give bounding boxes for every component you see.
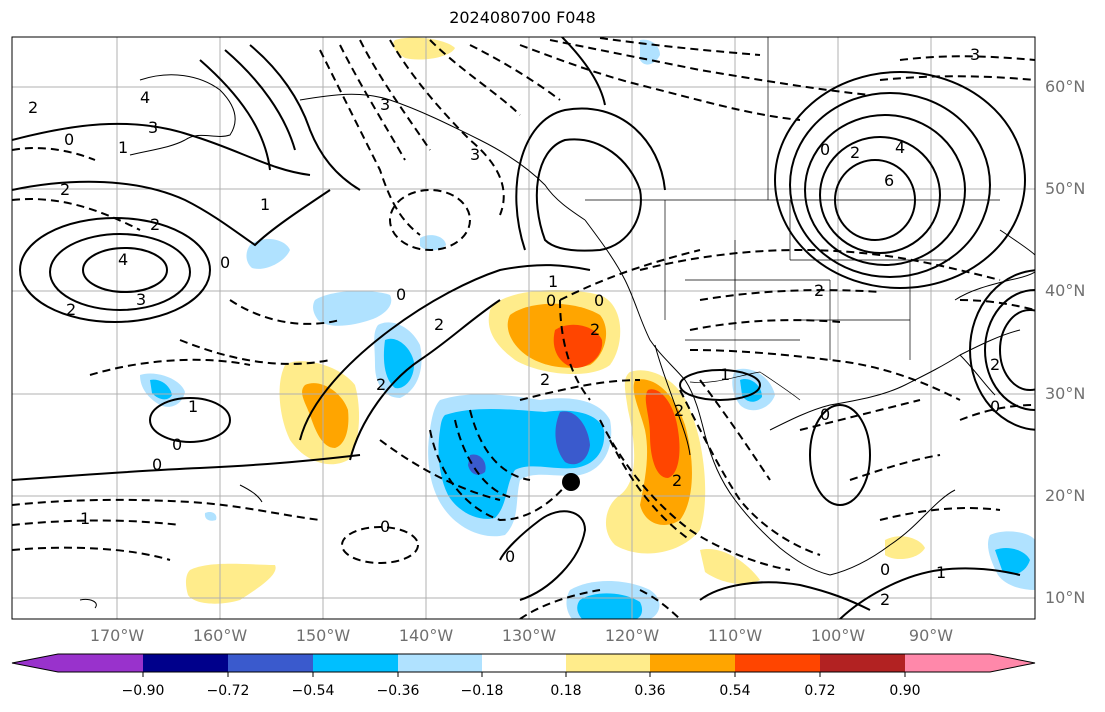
colorbar-tick-label: 0.18	[550, 683, 582, 699]
colorbar-segment	[58, 654, 143, 672]
colorbar-segment	[735, 654, 820, 672]
lon-label: 140°W	[398, 626, 454, 645]
lat-label: 60°N	[1045, 77, 1086, 96]
colorbar-tick-label: 0.90	[889, 683, 921, 699]
lat-label: 40°N	[1045, 281, 1086, 300]
lat-label: 10°N	[1045, 588, 1086, 607]
colorbar-tick-label: 0.36	[634, 683, 666, 699]
contour-label: 2	[990, 355, 1000, 374]
contour-label: 4	[895, 138, 905, 157]
lon-label: 160°W	[192, 626, 248, 645]
lat-label: 20°N	[1045, 486, 1086, 505]
contour-label: 1	[260, 195, 270, 214]
contour-label: 0	[820, 405, 830, 424]
contour-label: 0	[380, 517, 390, 536]
contour-label: 2	[674, 401, 684, 420]
contour-label: 4	[118, 250, 128, 269]
colorbar-tick-label: 0.54	[719, 683, 751, 699]
lon-label: 90°W	[908, 626, 954, 645]
contour-label: 3	[470, 145, 480, 164]
contour-label: 6	[884, 171, 894, 190]
contour-label: 0	[220, 253, 230, 272]
contour-label: 2	[850, 143, 860, 162]
lon-label: 120°W	[604, 626, 660, 645]
lon-label: 130°W	[501, 626, 557, 645]
colorbar-tick-label: −0.36	[376, 683, 420, 699]
contour-label: 3	[136, 290, 146, 309]
colorbar-segment	[820, 654, 905, 672]
contour-label: 0	[505, 547, 515, 566]
contour-label: 2	[28, 98, 38, 117]
colorbar-tick-label: −0.90	[121, 683, 165, 699]
contour-label: 2	[880, 590, 890, 609]
contour-label: 1	[80, 509, 90, 528]
colorbar-segment	[12, 654, 58, 672]
contour-label: 1	[548, 272, 558, 291]
contour-label: 0	[880, 560, 890, 579]
contour-label: 3	[148, 118, 158, 137]
contour-label: 0	[396, 285, 406, 304]
contour-label: 2	[376, 375, 386, 394]
colorbar-tick-label: −0.54	[291, 683, 335, 699]
colorbar-tick-label: 0.72	[804, 683, 836, 699]
dashed-contours	[12, 37, 1035, 619]
colorbar-segment	[143, 654, 228, 672]
colorbar-segment	[990, 654, 1035, 672]
lon-label: 110°W	[707, 626, 763, 645]
contour-label: 0	[594, 291, 604, 310]
contour-label: 2	[540, 370, 550, 389]
lon-label: 170°W	[89, 626, 145, 645]
colorbar-segment	[313, 654, 398, 672]
contour-label: 2	[672, 471, 682, 490]
colorbar-segment	[905, 654, 990, 672]
colorbar-segment	[228, 654, 313, 672]
lon-label: 100°W	[810, 626, 866, 645]
colorbar-segment	[650, 654, 735, 672]
coastlines	[79, 74, 1035, 609]
contour-label: 0	[546, 291, 556, 310]
colorbar-segment	[482, 654, 566, 672]
map-title: 2024080700 F048	[449, 8, 596, 27]
contour-label: 1	[118, 138, 128, 157]
contour-label: 2	[60, 180, 70, 199]
contour-label: 0	[172, 435, 182, 454]
contour-label: 1	[720, 365, 730, 384]
solid-contours	[12, 37, 1035, 619]
political-borders	[585, 37, 1000, 401]
contour-label: 0	[990, 397, 1000, 416]
contour-label: 2	[66, 300, 76, 319]
contour-label: 2	[814, 281, 824, 300]
contour-label-layer: 2 4 3 0 2 1 3 2 4 3 2 1 0 3 2 0 1 2 2 0 …	[28, 45, 1000, 609]
colorbar-tick-label: −0.18	[460, 683, 504, 699]
contour-label: 1	[936, 563, 946, 582]
colorbar	[11, 653, 1036, 677]
storm-center-dot	[562, 473, 580, 491]
contour-label: 1	[188, 397, 198, 416]
colorbar-tick-label: −0.72	[206, 683, 250, 699]
contour-label: 0	[64, 130, 74, 149]
lat-label: 30°N	[1045, 384, 1086, 403]
map-frame	[11, 36, 1036, 620]
contour-label: 0	[152, 455, 162, 474]
lon-label: 150°W	[295, 626, 351, 645]
lat-label: 50°N	[1045, 179, 1086, 198]
contour-label: 2	[150, 215, 160, 234]
colorbar-segment	[566, 654, 650, 672]
contour-label: 2	[590, 320, 600, 339]
contour-label: 3	[970, 45, 980, 64]
contour-label: 4	[140, 88, 150, 107]
colorbar-segment	[398, 654, 482, 672]
contour-label: 3	[380, 95, 390, 114]
shading-layer	[140, 37, 1035, 619]
contour-label: 2	[434, 315, 444, 334]
contour-label: 0	[820, 140, 830, 159]
